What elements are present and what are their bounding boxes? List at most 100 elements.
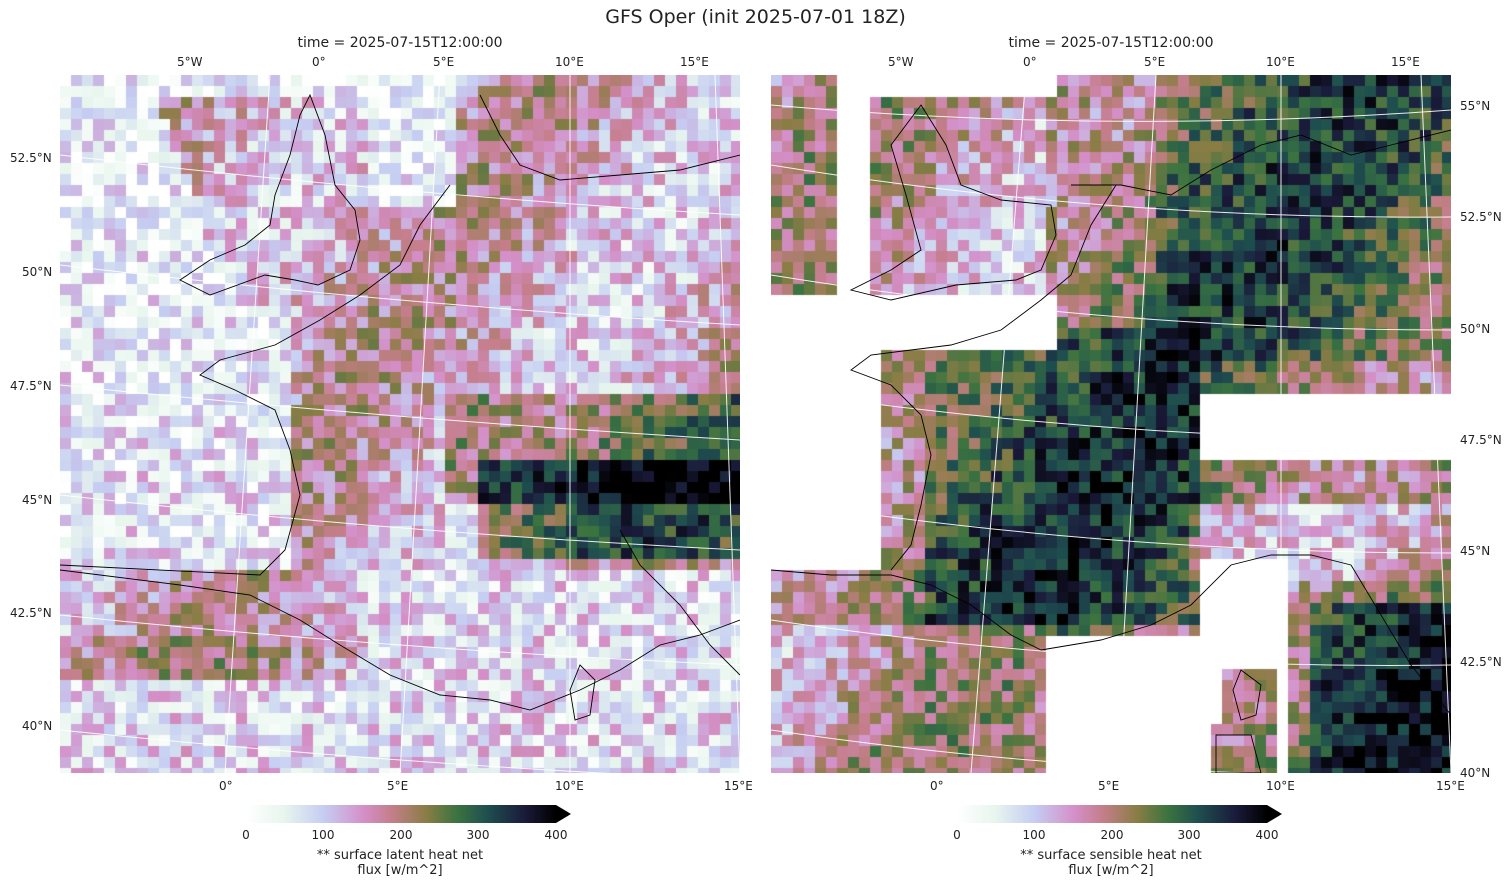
colorbar-tick: 100	[1022, 828, 1046, 842]
parallel-gridline	[60, 264, 740, 326]
lon-tick: 5°W	[177, 55, 203, 69]
panel-2-title: time = 2025-07-15T12:00:00	[1008, 35, 1214, 51]
lon-tick: 5°E	[1098, 779, 1120, 793]
coastline-corsica	[1232, 669, 1262, 721]
parallel-gridline	[771, 104, 1451, 122]
parallel-gridline	[771, 164, 1451, 218]
lon-tick: 0°	[930, 779, 944, 793]
meridian-gridline	[1115, 75, 1157, 773]
lat-tick: 42.5°N	[10, 606, 52, 620]
colorbar-sensible	[957, 805, 1282, 823]
colorbar-tick: 200	[1100, 828, 1124, 842]
lon-tick: 15°E	[1391, 55, 1420, 69]
colorbar-extend-arrow	[1267, 805, 1282, 823]
coastline-italy	[619, 529, 740, 676]
parallel-gridline	[60, 494, 740, 551]
lat-tick: 45°N	[1460, 544, 1491, 558]
lon-tick: 15°E	[724, 779, 753, 793]
lat-tick: 50°N	[1460, 322, 1491, 336]
lon-tick: 10°E	[1266, 779, 1295, 793]
meridian-gridline	[714, 75, 740, 773]
colorbar-tick: 200	[389, 828, 413, 842]
meridian-gridline	[224, 75, 271, 773]
coastlines	[60, 93, 740, 721]
lon-tick: 10°E	[555, 55, 584, 69]
colorbar-sensible-ticks: 0 100 200 300 400	[953, 828, 1287, 844]
parallel-gridline	[60, 384, 740, 441]
coastline-corsica	[569, 664, 596, 721]
parallel-gridline	[771, 274, 1451, 331]
lon-tick: 0°	[1023, 55, 1037, 69]
coastline-sardinia	[1215, 734, 1262, 773]
parallel-gridline	[60, 729, 610, 773]
sensible-heat-flux-map[interactable]	[771, 75, 1451, 773]
coastline-north-sea	[1071, 129, 1451, 196]
lon-tick: 10°E	[555, 779, 584, 793]
colorbar-label-line: ** surface sensible heat net	[1020, 848, 1202, 863]
gridlines	[771, 75, 1451, 773]
meridian-gridline	[1420, 75, 1451, 773]
lon-tick: 5°E	[387, 779, 409, 793]
map-overlay	[771, 75, 1451, 773]
colorbar-tick: 400	[544, 828, 568, 842]
colorbar-extend-arrow	[556, 805, 571, 823]
coastline-gulf-lion	[1040, 554, 1352, 651]
latent-heat-flux-map[interactable]	[60, 75, 740, 773]
parallel-gridline	[60, 614, 740, 666]
lat-tick: 40°N	[22, 719, 53, 733]
meridian-gridline	[970, 75, 1027, 773]
parallel-gridline	[60, 154, 740, 216]
lon-tick: 5°E	[433, 55, 455, 69]
coastline-netherlands	[479, 94, 740, 181]
parallel-gridline	[771, 389, 1451, 441]
lat-tick: 52.5°N	[10, 151, 52, 165]
coastline-britain	[849, 104, 1057, 301]
parallel-gridline	[771, 729, 1262, 773]
coastline-italy	[1350, 564, 1451, 716]
lon-tick: 0°	[219, 779, 233, 793]
map-overlay	[60, 75, 740, 773]
lat-tick: 45°N	[22, 493, 53, 507]
colorbar-tick: 400	[1255, 828, 1279, 842]
colorbar-latent-label: ** surface latent heat net flux [w/m^2]	[240, 848, 560, 878]
colorbar-tick: 300	[1177, 828, 1201, 842]
lat-tick: 47.5°N	[10, 379, 52, 393]
panel-1-title: time = 2025-07-15T12:00:00	[297, 35, 503, 51]
colorbar-label-line: ** surface latent heat net	[316, 848, 484, 863]
colorbar-label-line: flux [w/m^2]	[1068, 863, 1154, 878]
lon-tick: 0°	[312, 55, 326, 69]
gridlines	[60, 75, 740, 773]
colorbar-tick: 300	[466, 828, 490, 842]
lat-tick: 40°N	[1460, 766, 1491, 780]
coastline-mediterranean	[60, 569, 740, 711]
coastline-france-iberia	[60, 184, 451, 576]
colorbar-latent-ticks: 0 100 200 300 400	[242, 828, 576, 844]
coastlines	[771, 104, 1451, 773]
colorbar-sensible-label: ** surface sensible heat net flux [w/m^2…	[951, 848, 1271, 878]
colorbar-tick: 100	[311, 828, 335, 842]
parallel-gridline	[771, 619, 1451, 666]
colorbar-tick: 0	[953, 828, 961, 842]
latent-heat-flux-field	[60, 75, 740, 773]
lon-tick: 5°W	[888, 55, 914, 69]
colorbar-tick: 0	[242, 828, 250, 842]
lon-tick: 15°E	[1436, 779, 1465, 793]
parallel-gridline	[771, 499, 1451, 554]
colorbar-gradient	[246, 805, 556, 823]
colorbar-gradient	[957, 805, 1267, 823]
lat-tick: 55°N	[1460, 99, 1491, 113]
lat-tick: 50°N	[22, 265, 53, 279]
coastline-britain	[179, 93, 361, 296]
figure-title: GFS Oper (init 2025-07-01 18Z)	[605, 6, 906, 28]
lon-tick: 10°E	[1266, 55, 1295, 69]
lat-tick: 42.5°N	[1460, 655, 1502, 669]
coastline-france	[850, 184, 1117, 571]
colorbar-label-line: flux [w/m^2]	[357, 863, 443, 878]
lon-tick: 15°E	[680, 55, 709, 69]
lat-tick: 47.5°N	[1460, 433, 1502, 447]
lon-tick: 5°E	[1144, 55, 1166, 69]
meridian-gridline	[399, 75, 441, 773]
colorbar-latent	[246, 805, 571, 823]
lat-tick: 52.5°N	[1460, 210, 1502, 224]
coastline-iberia	[771, 569, 1042, 651]
